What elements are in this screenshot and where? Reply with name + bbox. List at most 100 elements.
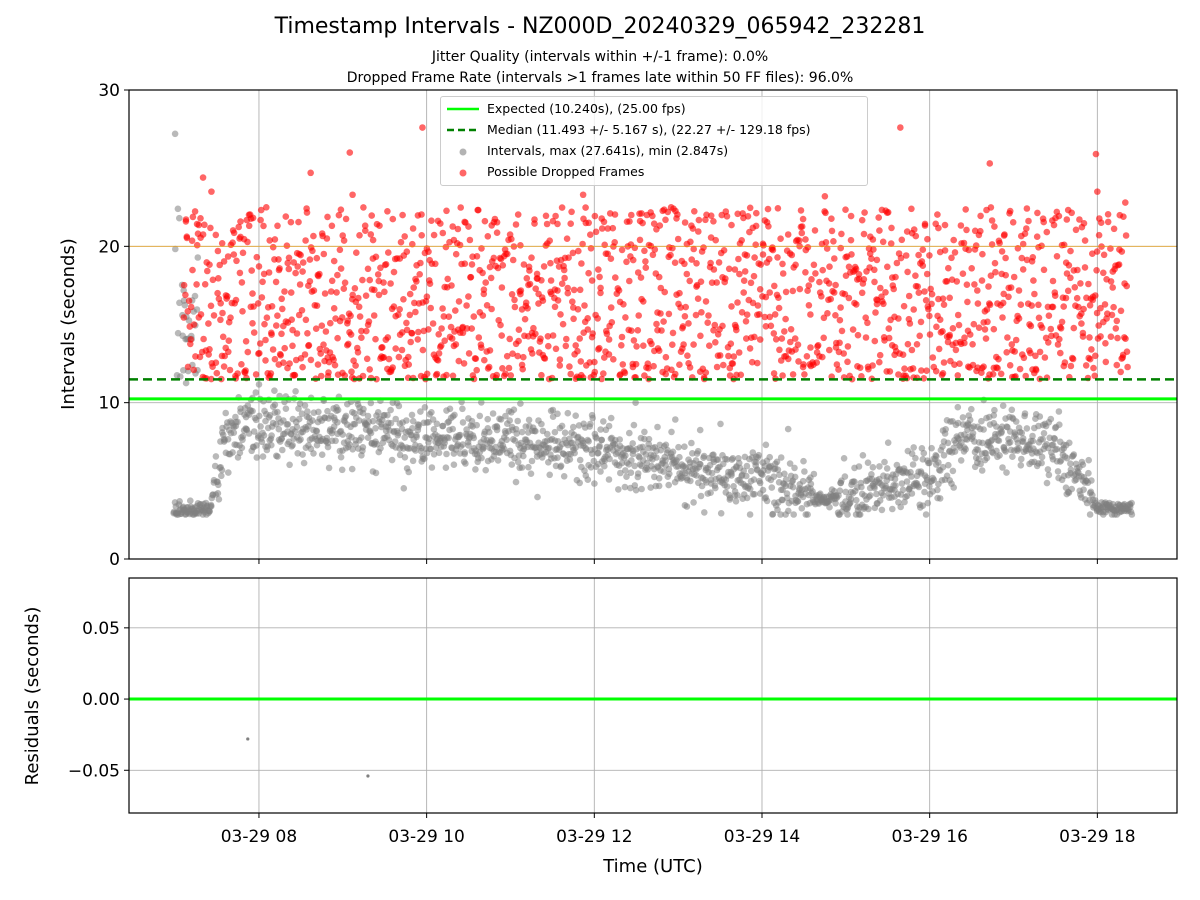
x-tick-label: 03-29 12 — [556, 827, 632, 847]
dropped-frame-point — [828, 215, 835, 222]
interval-point — [979, 439, 986, 447]
dropped-frame-point — [313, 254, 321, 262]
dropped-frame-point — [274, 312, 281, 320]
interval-point — [253, 442, 260, 449]
interval-point — [309, 417, 316, 424]
dropped-frame-point — [366, 276, 374, 284]
dropped-frame-point — [1050, 221, 1058, 229]
dropped-frame-point — [885, 325, 893, 332]
dropped-frame-point — [423, 293, 431, 301]
dropped-frame-point — [258, 294, 266, 301]
dropped-frame-point — [1093, 267, 1100, 274]
bottom-y-tick-label: −0.05 — [68, 761, 120, 781]
interval-point — [313, 427, 321, 435]
dropped-frame-point — [426, 280, 434, 288]
dropped-frame-point — [1060, 241, 1068, 249]
dropped-frame-point — [271, 236, 279, 243]
dropped-frame-point — [1031, 290, 1038, 298]
interval-point — [191, 292, 199, 300]
dropped-frame-point — [848, 375, 856, 383]
dropped-frame-point — [804, 244, 812, 251]
dropped-frame-point — [190, 321, 198, 328]
interval-point — [773, 458, 781, 466]
dropped-frame-point — [556, 356, 564, 363]
dropped-frame-point — [238, 361, 245, 368]
dropped-frame-point — [274, 222, 281, 230]
dropped-frame-point — [1075, 303, 1082, 311]
dropped-frame-point — [338, 314, 346, 321]
interval-point — [485, 428, 493, 436]
interval-point — [433, 420, 441, 428]
dropped-frame-point — [598, 375, 605, 383]
dropped-frame-point — [607, 255, 615, 262]
dropped-frame-point — [256, 340, 264, 347]
interval-point — [412, 447, 419, 454]
dropped-frame-point — [1122, 232, 1130, 239]
interval-point — [428, 409, 435, 416]
interval-point — [662, 441, 670, 449]
dropped-frame-point — [564, 284, 571, 292]
dropped-frame-point — [910, 226, 918, 233]
dropped-frame-point — [563, 235, 571, 242]
dropped-frame-point — [299, 363, 306, 371]
dropped-frame-point — [1021, 230, 1029, 237]
dropped-frame-point — [986, 301, 994, 309]
interval-point — [968, 405, 975, 413]
dropped-frame-point — [558, 280, 566, 288]
dropped-frame-point — [493, 219, 501, 226]
dropped-frame-point — [254, 300, 262, 307]
x-tick-label: 03-29 16 — [891, 827, 967, 847]
dropped-frame-point — [1034, 209, 1041, 217]
dropped-frame-point — [649, 251, 657, 259]
dropped-frame-point — [985, 283, 992, 290]
dropped-frame-point — [405, 353, 412, 361]
interval-point — [409, 457, 417, 465]
dropped-frame-point — [412, 308, 419, 316]
interval-point — [999, 464, 1006, 471]
dropped-frame-point — [765, 255, 773, 263]
dropped-frame-point — [795, 358, 802, 365]
interval-point — [427, 445, 435, 453]
interval-point — [734, 492, 741, 499]
legend-dropped-marker-icon — [459, 169, 467, 177]
interval-point — [647, 484, 654, 491]
dropped-frame-point — [468, 325, 476, 332]
interval-point — [836, 487, 844, 495]
dropped-frame-point — [603, 330, 611, 338]
dropped-frame-point — [540, 263, 548, 270]
dropped-frame-point — [1074, 266, 1081, 274]
dropped-frame-point — [1082, 362, 1090, 369]
dropped-frame-point — [740, 289, 747, 296]
interval-point — [847, 495, 855, 503]
dropped-frame-point — [1108, 311, 1116, 319]
interval-point — [274, 408, 281, 416]
dropped-frame-point — [340, 285, 348, 293]
dropped-frame-point — [1005, 293, 1012, 301]
interval-point — [728, 472, 735, 479]
dropped-frame-point — [262, 357, 269, 364]
interval-point — [601, 462, 608, 470]
interval-point — [473, 421, 481, 429]
dropped-frame-point — [992, 268, 999, 276]
dropped-frame-point — [379, 344, 386, 351]
dropped-frame-point — [575, 247, 582, 255]
dropped-frame-point — [1038, 324, 1046, 332]
dropped-frame-point — [735, 349, 743, 356]
interval-point — [300, 459, 308, 467]
dropped-frame-point — [961, 339, 968, 347]
dropped-frame-point — [997, 370, 1005, 378]
dropped-frame-point — [743, 252, 751, 259]
dropped-frame-point — [746, 204, 754, 212]
dropped-frame-point — [596, 273, 603, 281]
dropped-frame-point — [457, 204, 465, 211]
dropped-frame-point — [227, 314, 234, 322]
dropped-frame-point — [921, 220, 929, 228]
dropped-frame-outlier-point — [986, 160, 994, 167]
dropped-frame-point — [515, 337, 522, 345]
top-y-tick-label: 20 — [98, 237, 120, 257]
interval-point — [1040, 430, 1048, 437]
interval-point — [549, 406, 557, 414]
interval-point — [864, 459, 872, 467]
interval-point — [558, 422, 566, 430]
dropped-frame-point — [330, 305, 338, 312]
